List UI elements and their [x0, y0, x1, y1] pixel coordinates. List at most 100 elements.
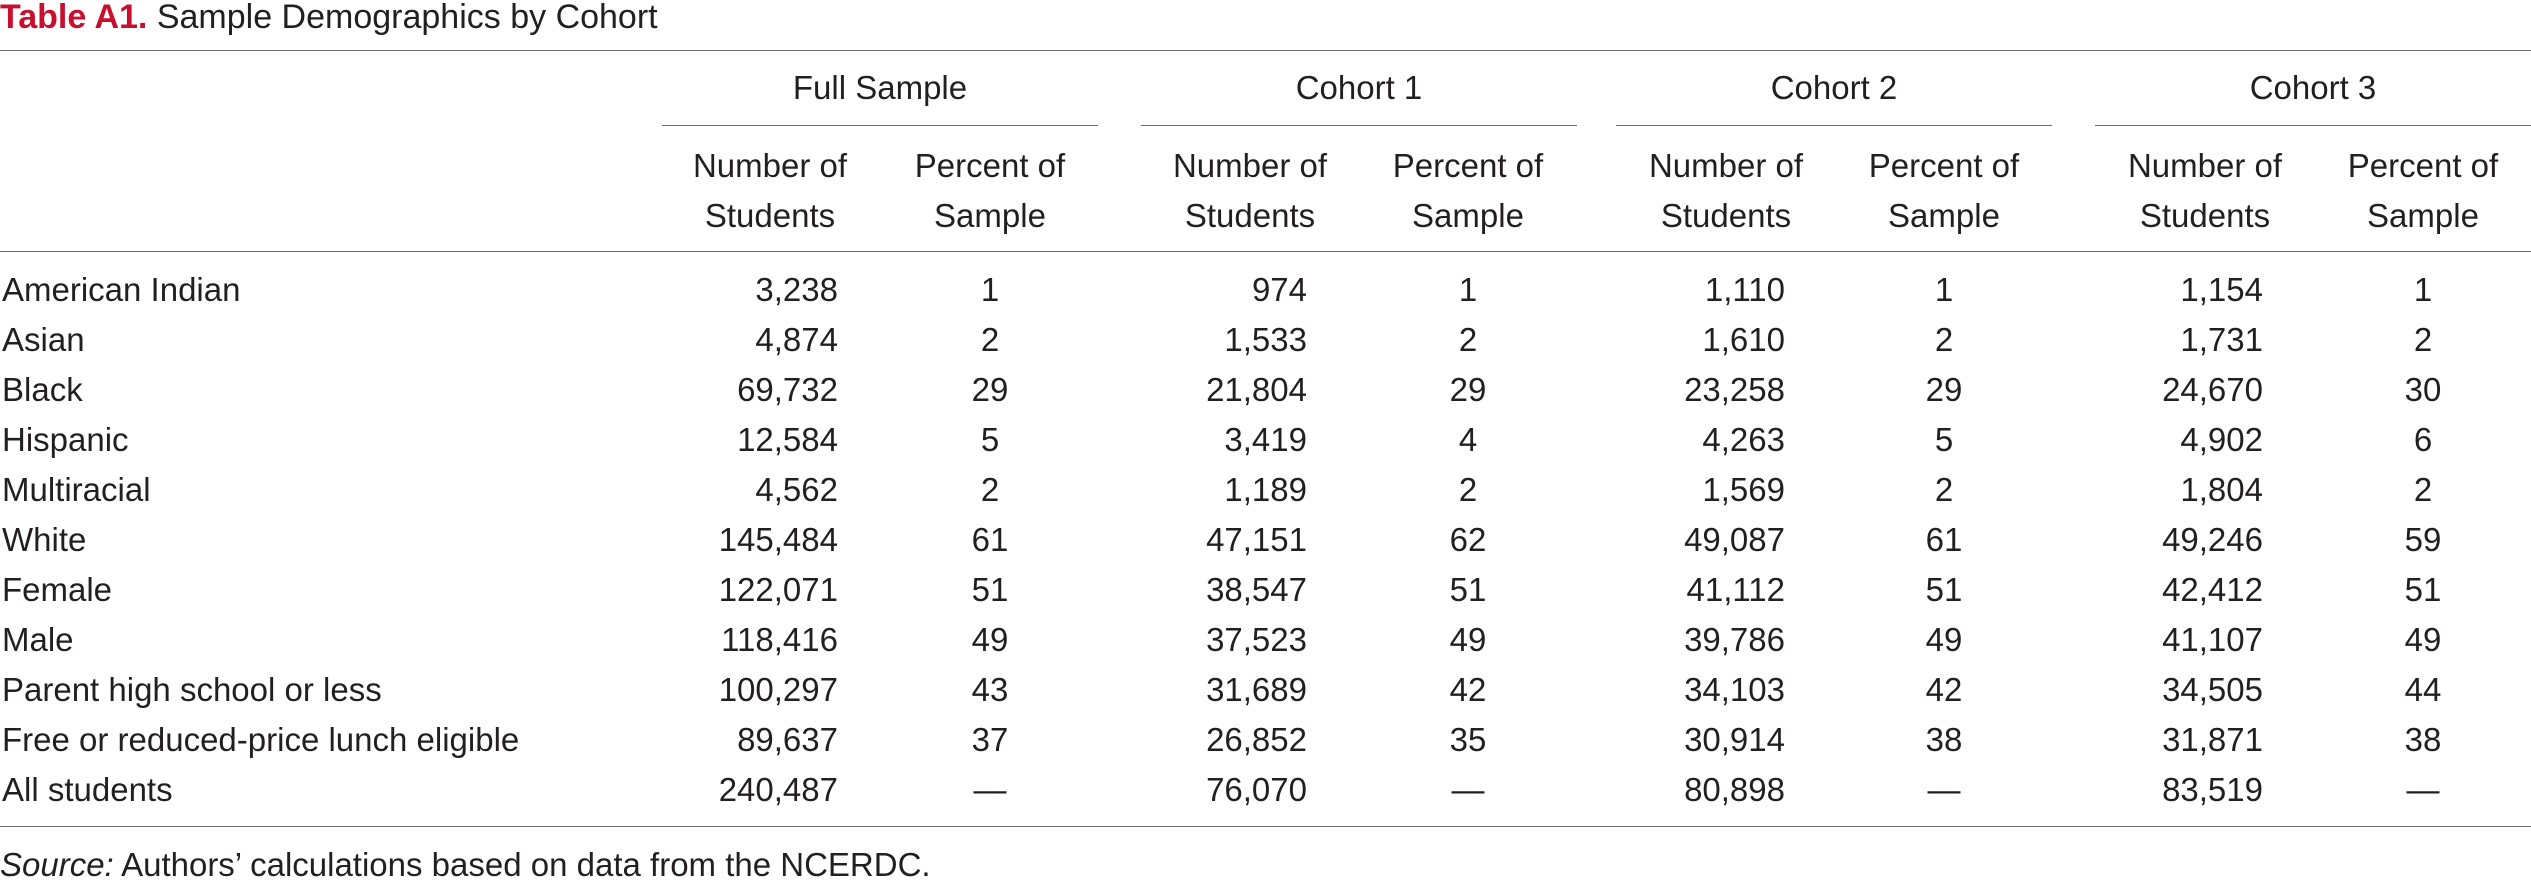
cell-number-of-students: 4,263 [1702, 421, 1785, 458]
cell-percent-of-sample: 49 [1449, 621, 1487, 658]
column-header-line: Sample [1412, 197, 1524, 234]
column-header-line: Percent of [1868, 147, 2020, 184]
group-rule [2095, 125, 2531, 126]
cell-number-of-students: 38,547 [1206, 571, 1307, 608]
cell-percent-of-sample: 29 [1925, 371, 1963, 408]
cell-number-of-students: 1,533 [1224, 321, 1307, 358]
cell-number-of-students: 31,689 [1206, 671, 1307, 708]
bottom-rule [0, 826, 2531, 827]
cell-number-of-students: 4,902 [2180, 421, 2263, 458]
cell-number-of-students: 1,110 [1704, 271, 1785, 308]
column-header-line: Students [1660, 197, 1792, 234]
cell-percent-of-sample: 49 [971, 621, 1009, 658]
row-label: Parent high school or less [2, 671, 382, 708]
source-text: Authors’ calculations based on data from… [113, 846, 931, 883]
cell-percent-of-sample: — [973, 771, 1007, 808]
cell-percent-of-sample: 2 [1934, 321, 1954, 358]
cell-number-of-students: 1,189 [1224, 471, 1307, 508]
table-title-label: Table A1. [0, 0, 148, 36]
column-header-line: Sample [2367, 197, 2479, 234]
cell-number-of-students: 34,505 [2162, 671, 2263, 708]
cell-percent-of-sample: 2 [2413, 321, 2433, 358]
cell-number-of-students: 4,874 [755, 321, 838, 358]
row-label: All students [2, 771, 173, 808]
cell-number-of-students: 49,246 [2162, 521, 2263, 558]
column-group-header: Cohort 3 [2249, 69, 2377, 106]
table-title-text: Sample Demographics by Cohort [156, 0, 658, 36]
column-header-percent-of-sample: Percent of Sample [880, 141, 1100, 241]
column-header-line: Percent of [914, 147, 1066, 184]
cell-number-of-students: 49,087 [1684, 521, 1785, 558]
cell-number-of-students: 122,071 [718, 571, 838, 608]
cell-number-of-students: 34,103 [1684, 671, 1785, 708]
cell-percent-of-sample: 51 [1449, 571, 1487, 608]
column-header-line: Students [704, 197, 836, 234]
group-rule [1141, 125, 1577, 126]
cell-percent-of-sample: 29 [1449, 371, 1487, 408]
cell-number-of-students: 39,786 [1684, 621, 1785, 658]
cell-percent-of-sample: 29 [971, 371, 1009, 408]
cell-percent-of-sample: 61 [1925, 521, 1963, 558]
cell-percent-of-sample: 51 [971, 571, 1009, 608]
cell-number-of-students: 47,151 [1206, 521, 1307, 558]
cell-number-of-students: 100,297 [718, 671, 838, 708]
column-header-line: Students [1184, 197, 1316, 234]
cell-number-of-students: 118,416 [721, 621, 838, 658]
column-header-line: Sample [1888, 197, 2000, 234]
column-header-percent-of-sample: Percent of Sample [2313, 141, 2531, 241]
cell-number-of-students: 1,731 [2180, 321, 2263, 358]
cell-number-of-students: 145,484 [718, 521, 838, 558]
cell-number-of-students: 89,637 [737, 721, 838, 758]
cell-percent-of-sample: 51 [1925, 571, 1963, 608]
cell-percent-of-sample: 49 [2404, 621, 2442, 658]
column-header-line: Percent of [1392, 147, 1544, 184]
row-label: Female [2, 571, 113, 608]
cell-percent-of-sample: 62 [1449, 521, 1487, 558]
cell-percent-of-sample: 35 [1449, 721, 1487, 758]
cell-percent-of-sample: 5 [980, 421, 1000, 458]
cell-percent-of-sample: 49 [1925, 621, 1963, 658]
column-header-line: Percent of [2347, 147, 2499, 184]
row-label: Free or reduced-price lunch eligible [2, 721, 520, 758]
cell-number-of-students: 12,584 [737, 421, 838, 458]
column-header-percent-of-sample: Percent of Sample [1358, 141, 1578, 241]
column-group-header: Full Sample [792, 69, 968, 106]
cell-percent-of-sample: 2 [980, 471, 1000, 508]
cell-number-of-students: 83,519 [2162, 771, 2263, 808]
cell-number-of-students: 1,610 [1702, 321, 1785, 358]
row-label: Male [2, 621, 74, 658]
column-header-number-of-students: Number of Students [660, 141, 880, 241]
cell-number-of-students: 974 [1251, 271, 1307, 308]
cell-number-of-students: 69,732 [737, 371, 838, 408]
cell-percent-of-sample: 38 [1925, 721, 1963, 758]
cell-percent-of-sample: — [1927, 771, 1961, 808]
column-header-number-of-students: Number of Students [1616, 141, 1836, 241]
column-header-line: Sample [934, 197, 1046, 234]
cell-percent-of-sample: 61 [971, 521, 1009, 558]
cell-percent-of-sample: 59 [2404, 521, 2442, 558]
row-label: American Indian [2, 271, 241, 308]
cell-number-of-students: 30,914 [1684, 721, 1785, 758]
cell-percent-of-sample: 43 [971, 671, 1009, 708]
column-header-number-of-students: Number of Students [2095, 141, 2315, 241]
cell-number-of-students: 24,670 [2162, 371, 2263, 408]
table-title: Table A1. Sample Demographics by Cohort [0, 0, 658, 34]
row-label: Hispanic [2, 421, 129, 458]
top-rule [0, 50, 2531, 51]
cell-number-of-students: 21,804 [1206, 371, 1307, 408]
cell-number-of-students: 3,419 [1224, 421, 1307, 458]
cell-number-of-students: 80,898 [1684, 771, 1785, 808]
source-note: Source: Authors’ calculations based on d… [0, 845, 931, 885]
group-rule [662, 125, 1098, 126]
row-label: White [2, 521, 87, 558]
column-header-line: Number of [1172, 147, 1328, 184]
cell-percent-of-sample: 51 [2404, 571, 2442, 608]
cell-percent-of-sample: 30 [2404, 371, 2442, 408]
cell-percent-of-sample: 1 [980, 271, 1000, 308]
cell-number-of-students: 37,523 [1206, 621, 1307, 658]
cell-percent-of-sample: 44 [2404, 671, 2442, 708]
cell-percent-of-sample: 42 [1449, 671, 1487, 708]
cell-percent-of-sample: 1 [2413, 271, 2433, 308]
cell-number-of-students: 240,487 [718, 771, 838, 808]
cell-percent-of-sample: 6 [2413, 421, 2433, 458]
